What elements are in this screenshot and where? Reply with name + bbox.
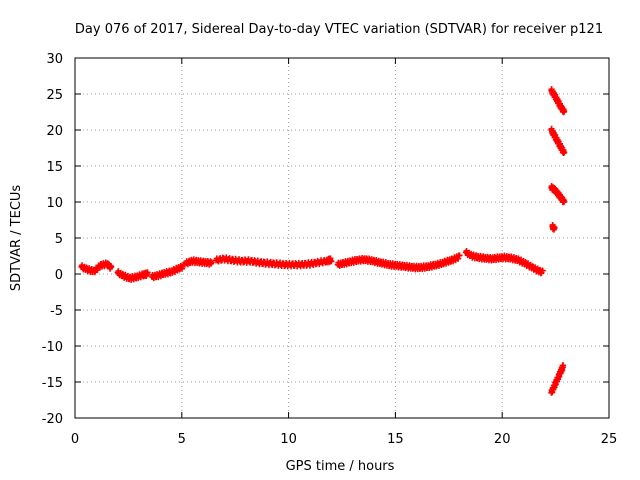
- series-seg1: [78, 259, 115, 276]
- data-point: [561, 108, 568, 115]
- y-tick-label: 10: [46, 196, 63, 211]
- data-point: [328, 258, 335, 265]
- series-seg8: [548, 86, 568, 116]
- y-tick-label: -15: [42, 376, 63, 391]
- data-point: [108, 263, 115, 270]
- y-tick-label: -5: [50, 304, 63, 319]
- y-tick-label: 30: [46, 52, 63, 67]
- series-seg3: [148, 261, 187, 282]
- data-point: [539, 267, 546, 274]
- y-axis-label: SDTVAR / TECUs: [9, 185, 24, 292]
- series-seg4: [183, 256, 215, 268]
- series-seg10: [548, 183, 568, 206]
- data-point: [208, 259, 215, 266]
- y-tick-labels: -20 -15 -10 -5 0 5 10 15 20 25 30: [42, 52, 63, 427]
- data-point: [561, 198, 568, 205]
- data-points: [78, 86, 568, 396]
- x-tick-label: 10: [280, 432, 297, 447]
- chart-title: Day 076 of 2017, Sidereal Day-to-day VTE…: [75, 22, 603, 37]
- y-tick-label: 0: [55, 268, 63, 283]
- x-tick-labels: 0 5 10 15 20 25: [71, 432, 617, 447]
- series-seg2: [114, 268, 151, 283]
- x-tick-label: 5: [178, 432, 186, 447]
- y-tick-label: 20: [46, 124, 63, 139]
- y-tick-label: -20: [42, 412, 63, 427]
- y-tick-label: -10: [42, 340, 63, 355]
- data-point: [551, 224, 558, 231]
- series-seg9: [548, 125, 568, 157]
- x-tick-label: 20: [494, 432, 511, 447]
- y-tick-label: 15: [46, 160, 63, 175]
- x-tick-label: 0: [71, 432, 79, 447]
- series-seg7: [462, 247, 546, 277]
- x-axis-label: GPS time / hours: [286, 459, 395, 474]
- x-tick-label: 25: [601, 432, 618, 447]
- series-seg12: [548, 362, 567, 396]
- series-seg11: [549, 221, 558, 233]
- y-tick-label: 25: [46, 88, 63, 103]
- series-seg5: [212, 254, 335, 270]
- series-seg6: [334, 252, 463, 273]
- x-tick-label: 15: [387, 432, 404, 447]
- data-point: [456, 252, 463, 259]
- data-point: [560, 362, 567, 369]
- y-tick-label: 5: [55, 232, 63, 247]
- data-point: [144, 269, 151, 276]
- axis-ticks: [74, 57, 610, 419]
- data-point: [561, 149, 568, 156]
- grid-lines: [75, 58, 609, 418]
